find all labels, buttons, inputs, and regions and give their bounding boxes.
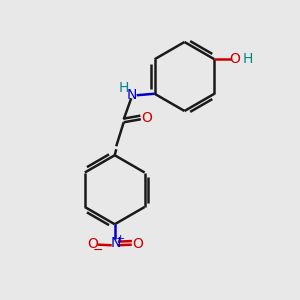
Text: H: H <box>243 52 253 66</box>
Text: O: O <box>88 237 99 251</box>
Text: H: H <box>118 81 129 95</box>
Text: O: O <box>230 52 241 66</box>
Text: O: O <box>142 111 153 125</box>
Text: −: − <box>92 244 103 256</box>
Text: N: N <box>127 88 137 102</box>
Text: +: + <box>116 234 125 244</box>
Text: O: O <box>133 237 144 251</box>
Text: N: N <box>110 236 121 250</box>
